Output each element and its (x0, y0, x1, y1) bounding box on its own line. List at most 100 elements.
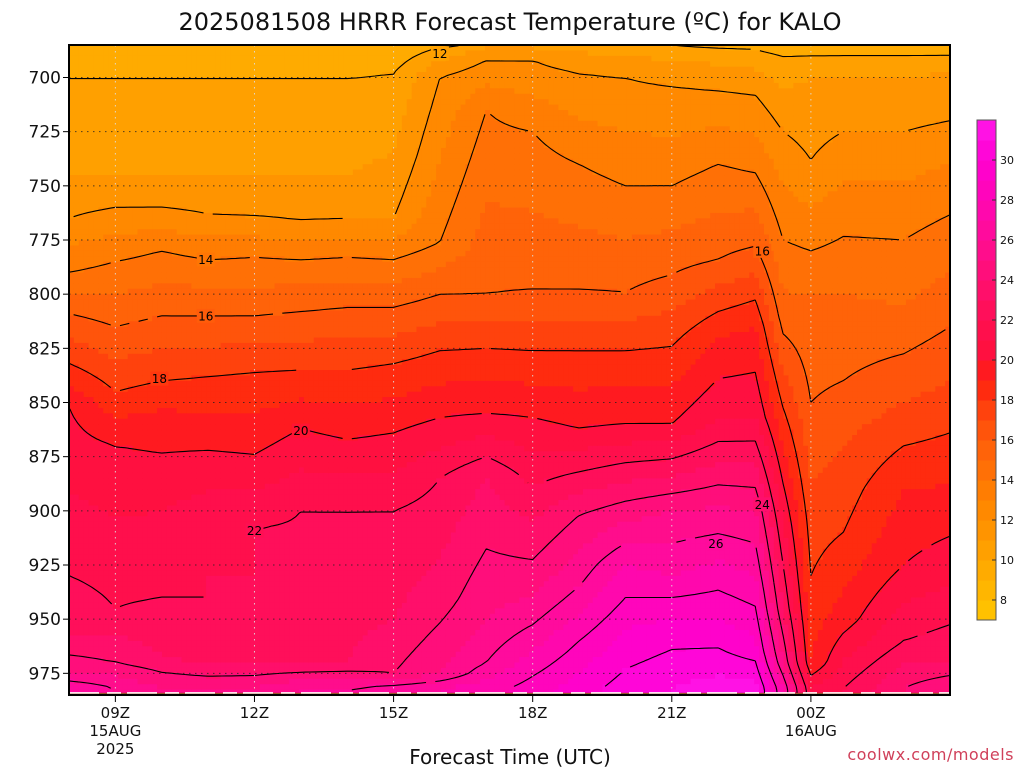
temp-cell (157, 353, 163, 360)
temp-cell (78, 137, 85, 144)
temp-cell (161, 532, 168, 539)
temp-cell (147, 359, 153, 366)
temp-cell (259, 82, 266, 89)
temp-cell (88, 586, 95, 593)
temp-cell (220, 467, 227, 474)
temp-cell (245, 635, 251, 642)
temp-cell (93, 678, 99, 685)
temp-cell (206, 104, 212, 111)
temp-cell (127, 234, 134, 241)
temp-cell (122, 137, 129, 144)
temp-cell (254, 93, 261, 100)
temp-cell (78, 50, 85, 57)
temp-cell (69, 435, 75, 442)
temp-cell (254, 61, 261, 68)
temp-cell (230, 602, 237, 609)
temp-cell (88, 440, 95, 447)
temp-cell (157, 657, 163, 664)
temp-cell (152, 489, 158, 496)
temp-cell (166, 256, 173, 263)
temp-cell (186, 613, 192, 620)
temp-cell (181, 640, 188, 647)
temp-cell (113, 532, 119, 539)
temp-cell (69, 240, 75, 247)
temp-cell (186, 424, 192, 431)
temp-cell (191, 667, 197, 674)
temp-cell (83, 305, 90, 312)
temp-cell (225, 510, 232, 517)
temp-cell (152, 110, 158, 117)
temp-cell (78, 169, 85, 176)
temp-cell (215, 586, 222, 593)
temp-cell (83, 397, 90, 404)
temp-cell (181, 532, 188, 539)
temp-cell (259, 305, 266, 312)
temp-cell (191, 82, 197, 89)
temp-cell (230, 565, 237, 572)
temp-cell (259, 397, 266, 404)
temp-cell (210, 613, 217, 620)
temp-cell (181, 370, 188, 377)
temp-cell (269, 229, 276, 236)
temp-cell (220, 678, 227, 685)
temp-cell (132, 55, 139, 62)
temp-cell (206, 505, 212, 512)
temp-cell (220, 505, 227, 512)
temp-cell (83, 505, 90, 512)
temp-cell (215, 402, 222, 409)
temp-cell (181, 180, 188, 187)
temp-cell (93, 527, 99, 534)
temp-cell (103, 597, 109, 604)
temp-cell (254, 462, 261, 469)
temp-cell (113, 99, 119, 106)
temp-cell (69, 66, 75, 73)
temp-cell (166, 267, 173, 274)
temp-cell (137, 283, 144, 290)
temp-cell (122, 50, 129, 57)
temp-cell (93, 478, 99, 485)
temp-cell (103, 619, 109, 626)
temp-cell (78, 624, 85, 631)
temp-cell (240, 602, 246, 609)
temp-cell (196, 223, 202, 230)
temp-cell (78, 120, 85, 127)
temp-cell (117, 326, 124, 333)
temp-cell (147, 554, 153, 561)
temp-cell (122, 651, 129, 658)
temp-cell (171, 55, 178, 62)
temp-cell (152, 207, 158, 214)
temp-cell (201, 478, 207, 485)
temp-cell (132, 93, 139, 100)
temp-cell (98, 380, 104, 387)
temp-cell (98, 391, 104, 398)
temp-cell (181, 120, 188, 127)
temp-cell (230, 489, 237, 496)
temp-cell (220, 602, 227, 609)
temp-cell (210, 359, 217, 366)
temp-cell (88, 272, 95, 279)
temp-cell (264, 348, 271, 355)
temp-cell (176, 397, 183, 404)
temp-cell (240, 380, 246, 387)
temp-cell (191, 472, 197, 479)
temp-cell (83, 82, 90, 89)
temp-cell (196, 218, 202, 225)
temp-cell (264, 424, 271, 431)
temp-cell (98, 126, 104, 133)
temp-cell (166, 310, 173, 317)
temp-cell (157, 456, 163, 463)
temp-cell (137, 494, 144, 501)
temp-cell (83, 45, 90, 52)
temp-cell (132, 310, 139, 317)
temp-cell (166, 407, 173, 414)
temp-cell (171, 147, 178, 154)
temp-cell (201, 305, 207, 312)
temp-cell (230, 277, 237, 284)
temp-cell (259, 516, 266, 523)
temp-cell (127, 256, 134, 263)
temp-cell (254, 126, 261, 133)
temp-cell (191, 164, 197, 171)
temp-cell (210, 651, 217, 658)
temp-cell (132, 158, 139, 165)
temp-cell (147, 413, 153, 420)
